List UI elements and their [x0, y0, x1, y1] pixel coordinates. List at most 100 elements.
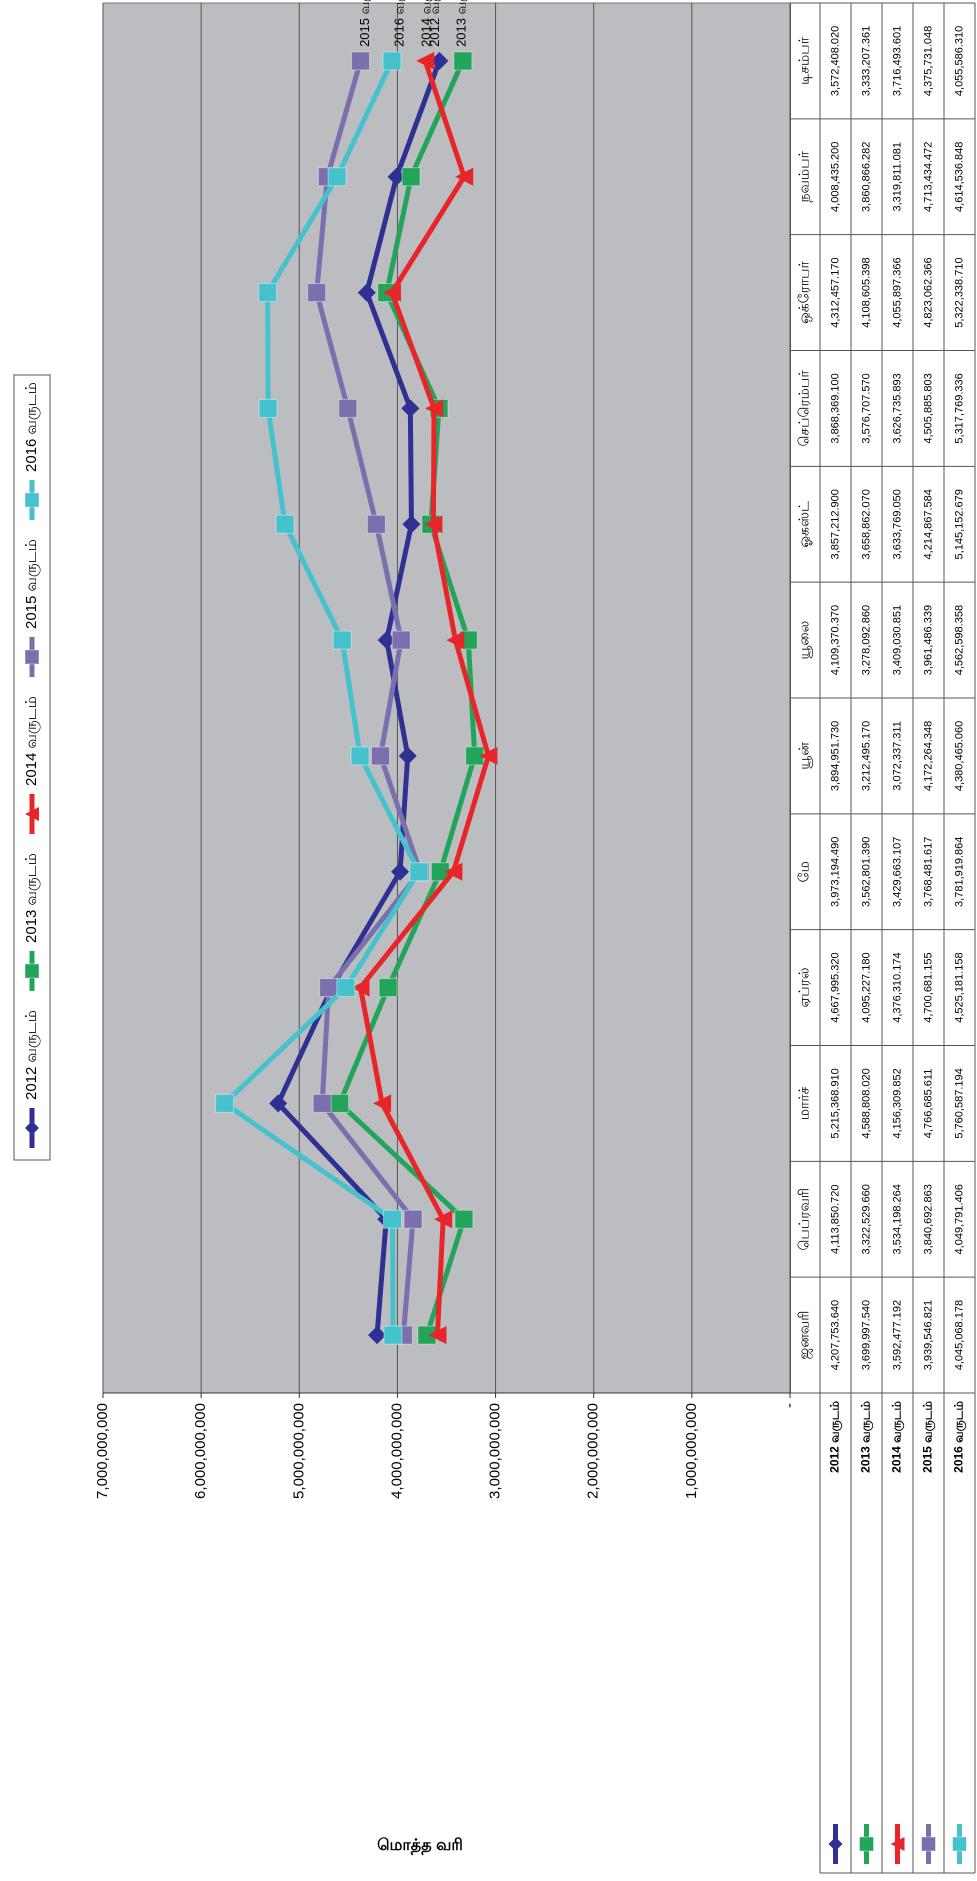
- y-tick-label: 5,000,000,000: [290, 1403, 307, 1499]
- table-cell: 4,312,457.170: [829, 257, 841, 327]
- table-cell: 5,317,769.336: [953, 373, 965, 443]
- table-cell: 3,592,477.192: [891, 1300, 903, 1370]
- table-cell: 4,055,897.366: [891, 257, 903, 327]
- x-tick-label: ஜனவரி: [796, 1311, 814, 1360]
- marker: [434, 1210, 453, 1229]
- table-cell: 3,699,997.540: [860, 1300, 872, 1370]
- x-tick-label: செப்ரெம்பர்: [796, 370, 812, 447]
- table-cell: 3,781,919.864: [953, 837, 965, 907]
- marker: [258, 398, 278, 418]
- marker: [479, 746, 498, 765]
- y-tick-label: 6,000,000,000: [192, 1403, 209, 1499]
- table-cell: 4,376,310.174: [891, 952, 903, 1022]
- marker: [387, 167, 406, 186]
- marker: [338, 398, 358, 418]
- x-tick-label: நவம்பர்: [796, 150, 813, 202]
- marker: [307, 283, 327, 303]
- marker: [425, 399, 444, 418]
- y-axis-title: மொத்த வரி: [377, 1837, 463, 1855]
- table-cell: 4,823,062.366: [922, 257, 934, 327]
- marker: [402, 515, 421, 534]
- table-cell: 4,113,850.720: [829, 1184, 841, 1254]
- table-cell: 3,333,207.361: [860, 26, 872, 96]
- marker: [890, 1837, 905, 1851]
- table-cell: 3,857,212.900: [829, 489, 841, 559]
- x-tick-label: மார்ச்: [796, 1086, 812, 1120]
- table-cell: 3,716,493.601: [891, 26, 903, 96]
- table-row-label: 2016 வருடம்: [952, 1401, 967, 1473]
- table-cell: 3,534,198.264: [891, 1184, 903, 1254]
- x-tick-label: யூன்: [796, 742, 812, 770]
- marker: [424, 515, 443, 534]
- marker: [24, 963, 40, 979]
- table-cell: 5,145,152.679: [953, 489, 965, 559]
- marker: [25, 807, 39, 821]
- x-tick-label: மே: [796, 861, 812, 882]
- marker: [377, 631, 396, 650]
- table-cell: 3,409,030.851: [891, 605, 903, 675]
- x-tick-label: ஒக்ரோபர்: [796, 260, 812, 324]
- marker: [351, 51, 371, 71]
- table-cell: 5,760,587.194: [953, 1068, 965, 1138]
- table-cell: 3,840,692.863: [922, 1184, 934, 1254]
- legend-box: [13, 374, 51, 1161]
- marker: [398, 746, 417, 765]
- table-cell: 3,860,866.282: [860, 142, 872, 212]
- marker: [330, 1093, 350, 1113]
- marker: [350, 746, 370, 766]
- table-cell: 3,961,486.339: [922, 605, 934, 675]
- marker: [312, 1093, 332, 1113]
- table-cell: 3,072,337.311: [891, 721, 903, 791]
- marker: [351, 978, 370, 997]
- marker: [258, 283, 278, 303]
- series-line: [220, 59, 422, 1336]
- table-cell: 4,095,227.180: [860, 952, 872, 1022]
- series-end-label: 2012 வருடம்: [427, 0, 443, 47]
- marker: [215, 1093, 235, 1113]
- marker: [391, 630, 411, 650]
- table-cell: 4,766,685.611: [922, 1069, 934, 1139]
- table-cell: 3,429,663.107: [891, 837, 903, 907]
- x-tick-label: ஓகஸ்ட்: [796, 501, 812, 548]
- marker: [444, 862, 463, 881]
- marker: [327, 167, 347, 187]
- x-tick-label: பெப்ரவரி: [796, 1188, 812, 1250]
- marker: [453, 51, 473, 71]
- table-cell: 4,049,791.406: [953, 1184, 965, 1254]
- table-cell: 3,278,092.860: [860, 605, 872, 675]
- series-line: [314, 60, 423, 1336]
- marker: [859, 1836, 874, 1852]
- table-cell: 4,207,753.640: [829, 1300, 841, 1370]
- marker: [416, 51, 435, 70]
- marker: [401, 167, 421, 187]
- marker: [24, 492, 40, 508]
- legend-label: 2014 வருடம்: [23, 696, 40, 786]
- series-end-label: 2015 வருடம்: [357, 0, 373, 47]
- marker: [921, 1836, 936, 1852]
- y-tick-label: -: [781, 1403, 798, 1408]
- table-cell: 3,633,769.050: [891, 489, 903, 559]
- table-cell: 4,505,885.803: [922, 373, 934, 443]
- marker: [382, 283, 401, 302]
- series-end-label: 2016 வருடம்: [391, 0, 407, 47]
- series-line: [357, 60, 492, 1336]
- table-cell: 3,768,481.617: [922, 837, 934, 907]
- table-cell: 4,375,731.048: [922, 26, 934, 96]
- y-tick-label: 1,000,000,000: [683, 1403, 700, 1499]
- y-tick-label: 2,000,000,000: [585, 1403, 602, 1499]
- marker: [378, 978, 398, 998]
- table-row-label: 2013 வருடம்: [859, 1401, 874, 1473]
- legend-label: 2015 வருடம்: [23, 539, 40, 629]
- marker: [455, 167, 474, 186]
- marker: [24, 649, 40, 665]
- marker: [383, 1209, 403, 1229]
- marker: [409, 862, 429, 882]
- marker: [275, 514, 295, 534]
- table-cell: 4,588,808.020: [860, 1068, 872, 1138]
- y-tick-label: 3,000,000,000: [487, 1403, 504, 1499]
- table-cell: 3,939,546.821: [922, 1300, 934, 1370]
- marker: [383, 1325, 403, 1345]
- table-cell: 3,894,951.730: [829, 721, 841, 791]
- table-cell: 4,045,068.178: [953, 1300, 965, 1370]
